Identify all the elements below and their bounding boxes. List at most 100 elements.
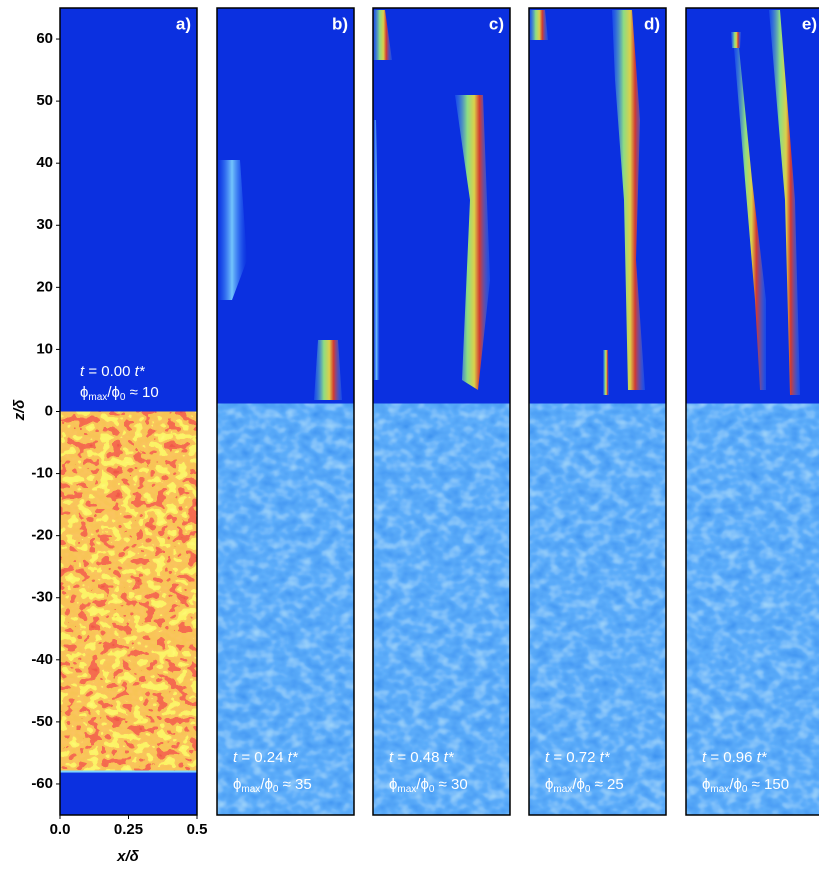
- time-value: = 0.72: [549, 749, 599, 766]
- time-unit: t*: [600, 749, 611, 766]
- time-value: = 0.96: [706, 749, 756, 766]
- ratio-value: ≈ 25: [590, 776, 623, 793]
- y-tick-label: 40: [36, 154, 53, 171]
- panel-frame: [685, 7, 819, 816]
- panel-label: b): [332, 14, 348, 33]
- ratio-value: ≈ 10: [125, 384, 158, 401]
- ratio-symbol: ϕ: [389, 776, 397, 793]
- y-tick-label: 10: [36, 340, 53, 357]
- y-tick-label: -40: [31, 651, 53, 668]
- plume: [455, 95, 490, 390]
- y-axis-label: z/δ: [11, 399, 28, 422]
- plume: [314, 340, 342, 400]
- interface-line: [60, 770, 197, 773]
- ratio-symbol: /ϕ: [260, 776, 273, 793]
- ratio-annotation: ϕmax/ϕ0 ≈ 10: [80, 384, 159, 403]
- ratio-symbol: ϕ: [545, 776, 553, 793]
- panel-label: a): [176, 14, 191, 33]
- ratio-sub: max: [710, 784, 729, 795]
- ratio-sub: 0: [429, 784, 435, 795]
- ratio-sub: 0: [585, 784, 591, 795]
- time-unit: t*: [444, 749, 455, 766]
- scalar-field: [529, 403, 666, 815]
- time-annotation: t = 0.00 t*: [80, 363, 146, 380]
- scalar-field: [686, 403, 819, 815]
- ratio-sub: max: [241, 784, 260, 795]
- ratio-sub: max: [88, 392, 107, 403]
- ratio-sub: max: [553, 784, 572, 795]
- y-tick-label: 20: [36, 278, 53, 295]
- y-tick-label: -10: [31, 465, 53, 482]
- ratio-annotation: ϕmax/ϕ0 ≈ 150: [702, 776, 789, 795]
- y-tick-label: -60: [31, 775, 53, 792]
- ratio-annotation: ϕmax/ϕ0 ≈ 35: [233, 776, 312, 795]
- y-tick-label: -30: [31, 589, 53, 606]
- time-var: t: [233, 749, 238, 766]
- ratio-symbol: /ϕ: [572, 776, 585, 793]
- time-value: = 0.48: [393, 749, 443, 766]
- y-tick-label: -50: [31, 713, 53, 730]
- y-tick-label: 60: [36, 30, 53, 47]
- panel: b) t = 0.24 t* ϕmax/ϕ0 ≈ 35: [216, 7, 355, 816]
- y-tick-label: 30: [36, 216, 53, 233]
- time-value: = 0.24: [237, 749, 287, 766]
- time-var: t: [80, 363, 85, 380]
- ratio-value: ≈ 150: [747, 776, 789, 793]
- ratio-symbol: ϕ: [80, 384, 88, 401]
- time-var: t: [702, 749, 707, 766]
- panel-label: d): [644, 14, 660, 33]
- panel-frame: [372, 7, 511, 816]
- plume: [769, 10, 800, 395]
- x-tick-label: 0.5: [187, 821, 208, 838]
- ratio-annotation: ϕmax/ϕ0 ≈ 30: [389, 776, 468, 795]
- plume: [612, 10, 645, 390]
- panel: a) t = 0.00 t* ϕmax/ϕ0 ≈ 10: [59, 7, 198, 816]
- time-unit: t*: [135, 363, 146, 380]
- ratio-sub: 0: [120, 392, 126, 403]
- x-axis-label: x/δ: [116, 848, 140, 865]
- y-tick-label: -20: [31, 527, 53, 544]
- panel-frame: [528, 7, 667, 816]
- ratio-symbol: ϕ: [702, 776, 710, 793]
- plume: [734, 48, 766, 390]
- ratio-value: ≈ 30: [434, 776, 467, 793]
- scalar-field: [373, 403, 510, 815]
- panel-label: c): [489, 14, 504, 33]
- ratio-sub: max: [397, 784, 416, 795]
- ratio-symbol: /ϕ: [729, 776, 742, 793]
- ratio-symbol: /ϕ: [416, 776, 429, 793]
- time-var: t: [545, 749, 550, 766]
- time-unit: t*: [757, 749, 768, 766]
- ratio-symbol: /ϕ: [107, 384, 120, 401]
- plume: [373, 120, 380, 380]
- time-value: = 0.00: [84, 363, 134, 380]
- ratio-sub: 0: [273, 784, 279, 795]
- plume: [529, 10, 548, 40]
- panel: d) t = 0.72 t* ϕmax/ϕ0 ≈ 25: [528, 7, 667, 816]
- ratio-value: ≈ 35: [278, 776, 311, 793]
- x-tick-label: 0.0: [50, 821, 71, 838]
- time-annotation: t = 0.96 t*: [702, 749, 768, 766]
- x-tick-label: 0.25: [114, 821, 143, 838]
- ratio-annotation: ϕmax/ϕ0 ≈ 25: [545, 776, 624, 795]
- plume: [373, 10, 392, 60]
- time-annotation: t = 0.24 t*: [233, 749, 299, 766]
- panel-label: e): [802, 14, 817, 33]
- plume: [217, 160, 247, 300]
- time-var: t: [389, 749, 394, 766]
- y-tick-label: 50: [36, 92, 53, 109]
- time-annotation: t = 0.48 t*: [389, 749, 455, 766]
- ratio-sub: 0: [742, 784, 748, 795]
- y-tick-label: 0: [45, 402, 53, 419]
- panel: e) t = 0.96 t* ϕmax/ϕ0 ≈ 150: [685, 7, 819, 816]
- time-unit: t*: [288, 749, 299, 766]
- panel-frame: [216, 7, 355, 816]
- plume: [603, 350, 609, 395]
- ratio-symbol: ϕ: [233, 776, 241, 793]
- plume: [731, 32, 741, 48]
- scalar-field: [217, 403, 354, 815]
- scalar-field: [60, 411, 197, 772]
- panel: c) t = 0.48 t* ϕmax/ϕ0 ≈ 30: [372, 7, 511, 816]
- time-annotation: t = 0.72 t*: [545, 749, 611, 766]
